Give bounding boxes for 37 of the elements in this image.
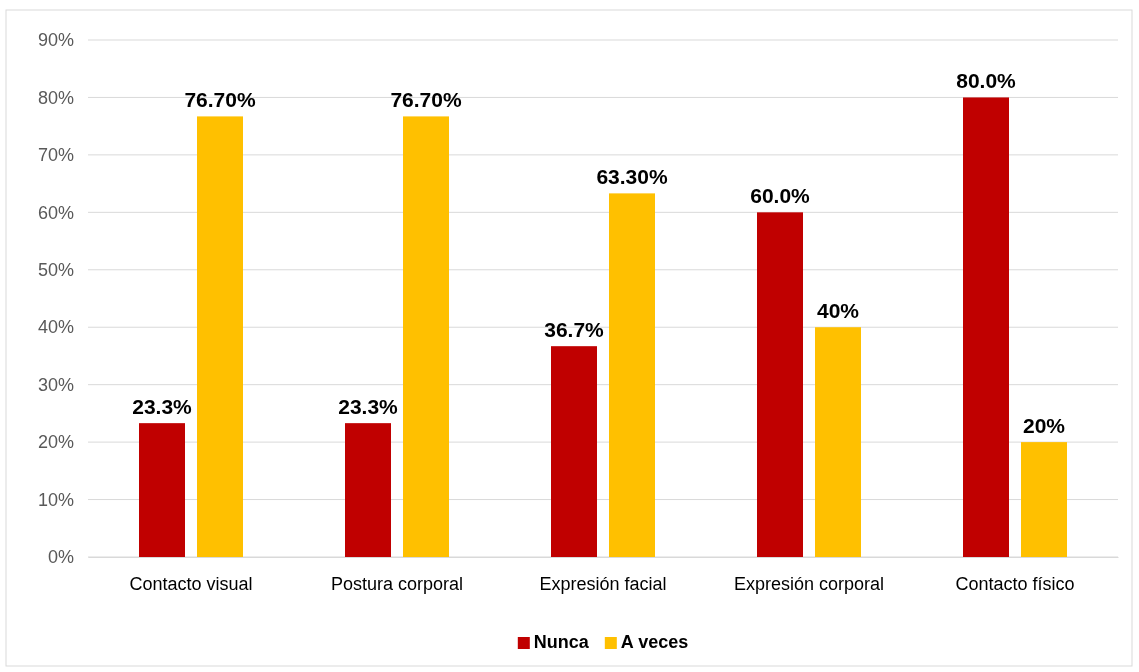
y-tick-label: 0%	[47, 547, 74, 568]
data-label: 63.30%	[596, 165, 668, 189]
bar	[551, 346, 597, 557]
data-label: 80.0%	[956, 69, 1017, 93]
y-tick-label: 20%	[37, 432, 74, 453]
y-tick-label: 50%	[37, 260, 74, 281]
bar	[757, 212, 803, 557]
data-label: 23.3%	[132, 395, 193, 419]
y-tick-label: 70%	[37, 145, 74, 166]
x-tick-label: Contacto físico	[955, 573, 1075, 594]
y-tick-label: 80%	[37, 87, 74, 108]
data-label: 60.0%	[750, 184, 811, 208]
data-label: 36.7%	[544, 318, 605, 342]
x-tick-label: Expresión corporal	[733, 573, 885, 594]
y-tick-label: 90%	[37, 30, 74, 51]
bar	[197, 116, 243, 557]
data-label: 23.3%	[338, 395, 399, 419]
x-tick-label: Postura corporal	[330, 573, 464, 594]
data-label: 40%	[816, 299, 860, 323]
y-tick-label: 10%	[37, 489, 74, 510]
data-label: 76.70%	[390, 88, 462, 112]
legend-label: A veces	[620, 632, 689, 652]
x-tick-label: Contacto visual	[129, 573, 253, 594]
bar	[139, 423, 185, 557]
bar	[1021, 442, 1067, 557]
y-tick-label: 40%	[37, 317, 74, 338]
legend-label: Nunca	[533, 632, 590, 652]
y-tick-label: 60%	[37, 202, 74, 223]
x-tick-label: Expresión facial	[539, 573, 667, 594]
data-label: 20%	[1022, 414, 1066, 438]
bar	[403, 116, 449, 557]
bar	[815, 327, 861, 557]
bar	[963, 97, 1009, 557]
bar	[345, 423, 391, 557]
data-label: 76.70%	[184, 88, 256, 112]
bar	[609, 193, 655, 557]
y-tick-label: 30%	[37, 374, 74, 395]
